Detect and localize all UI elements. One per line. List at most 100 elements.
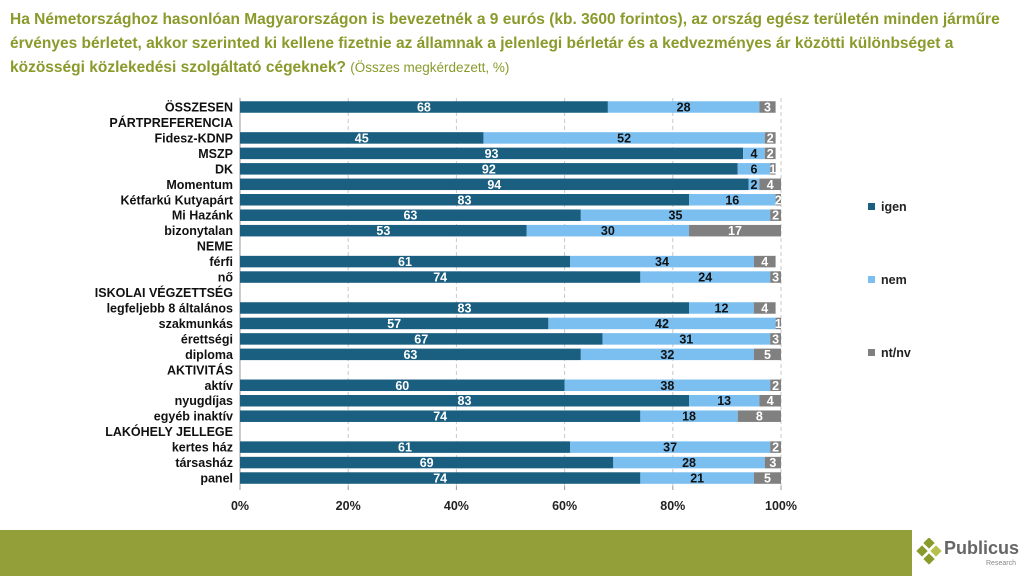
- footer-band: [0, 530, 912, 576]
- bar-nt-nv: [764, 456, 781, 469]
- logo-diamonds-icon: [916, 538, 942, 565]
- category-label: nő: [218, 271, 234, 285]
- data-label: 6: [750, 162, 757, 176]
- data-label: 35: [669, 209, 683, 223]
- bar-nt-nv: [759, 178, 781, 191]
- bar-nt-nv: [689, 224, 781, 237]
- bar-igen: [240, 271, 641, 283]
- bar-nt-nv: [764, 132, 776, 144]
- bar-igen: [240, 348, 581, 361]
- data-label: 8: [756, 410, 763, 424]
- category-label: PÁRTPREFERENCIA: [109, 115, 233, 130]
- category-label: MSZP: [198, 147, 233, 161]
- bar-nt-nv: [770, 271, 781, 283]
- data-label: 83: [458, 301, 472, 315]
- bar-nem: [607, 101, 760, 113]
- bar-nt-nv: [775, 194, 781, 206]
- bar-igen: [240, 394, 690, 407]
- data-label: 2: [750, 178, 757, 192]
- bar-nem: [748, 178, 760, 191]
- data-label: 52: [617, 131, 631, 145]
- bar-nt-nv: [770, 379, 781, 392]
- bar-igen: [240, 472, 641, 484]
- bar-nem: [570, 441, 771, 453]
- bar-nem: [564, 379, 771, 392]
- bar-nem: [602, 333, 771, 345]
- bar-nem: [570, 255, 754, 268]
- data-label: 74: [433, 410, 447, 424]
- bar-igen: [240, 209, 581, 221]
- data-label: 38: [660, 379, 674, 393]
- bar-igen: [240, 178, 749, 191]
- category-label: társasház: [175, 456, 233, 470]
- data-label: 2: [767, 147, 774, 161]
- logo-name: Publicus: [944, 538, 1020, 558]
- x-tick-label: 80%: [660, 499, 685, 513]
- bar-nem: [613, 456, 765, 469]
- category-label: LAKÓHELY JELLEGE: [105, 424, 233, 439]
- data-label: 53: [376, 224, 390, 238]
- stacked-bar-chart: 0% 20% 40% 60% 80% 100%ÖSSZESEN 68 28 3PÁRTPREFE…: [95, 98, 911, 513]
- bar-nem: [689, 394, 760, 407]
- bar-nem: [640, 472, 754, 484]
- data-label: 3: [764, 101, 771, 115]
- bar-nem: [526, 224, 690, 237]
- data-label: 1: [775, 317, 782, 331]
- bar-igen: [240, 379, 565, 392]
- publicus-logo: Publicus Research: [916, 536, 1024, 572]
- data-label: 28: [682, 456, 696, 470]
- data-label: 60: [395, 379, 409, 393]
- category-label: ÖSSZESEN: [165, 100, 233, 115]
- data-label: 3: [772, 332, 779, 346]
- bar-nem: [548, 317, 776, 330]
- data-label: 83: [458, 394, 472, 408]
- data-label: 13: [717, 394, 731, 408]
- bar-nt-nv: [764, 147, 776, 160]
- bar-nt-nv: [770, 209, 781, 221]
- data-label: 37: [663, 441, 677, 455]
- legend-swatch: [868, 276, 875, 283]
- data-label: 30: [601, 224, 615, 238]
- bar-igen: [240, 101, 608, 113]
- data-label: 4: [767, 178, 774, 192]
- bar-igen: [240, 410, 641, 422]
- bar-nem: [737, 163, 771, 175]
- data-label: 2: [772, 441, 779, 455]
- category-label: érettségi: [181, 332, 233, 346]
- category-label: ISKOLAI VÉGZETTSÉG: [95, 285, 233, 300]
- x-tick-label: 100%: [765, 499, 797, 513]
- data-label: 4: [767, 394, 774, 408]
- data-label: 74: [433, 271, 447, 285]
- category-label: aktív: [205, 379, 234, 393]
- data-label: 21: [690, 472, 704, 486]
- data-label: 16: [725, 193, 739, 207]
- data-label: 31: [679, 332, 693, 346]
- bar-nt-nv: [753, 255, 776, 268]
- bar-nem: [483, 132, 765, 144]
- bar-igen: [240, 132, 484, 144]
- bar-igen: [240, 317, 549, 330]
- bar-nt-nv: [753, 302, 776, 314]
- bar-nt-nv: [770, 441, 781, 453]
- x-tick-label: 20%: [336, 499, 361, 513]
- legend-label: igen: [881, 200, 907, 214]
- data-label: 3: [772, 271, 779, 285]
- data-label: 92: [482, 162, 496, 176]
- bar-igen: [240, 163, 738, 175]
- category-label: bizonytalan: [164, 224, 233, 238]
- data-label: 2: [772, 379, 779, 393]
- bar-nem: [580, 348, 754, 361]
- data-label: 3: [769, 456, 776, 470]
- category-label: NEME: [197, 240, 233, 254]
- bar-nt-nv: [759, 101, 776, 113]
- data-label: 93: [485, 147, 499, 161]
- bar-igen: [240, 333, 603, 345]
- category-label: legfeljebb 8 általános: [107, 301, 233, 315]
- bar-igen: [240, 194, 690, 206]
- bar-nt-nv: [759, 394, 781, 407]
- bar-igen: [240, 147, 744, 160]
- data-label: 5: [764, 472, 771, 486]
- x-tick-label: 60%: [552, 499, 577, 513]
- title-question: Ha Németországhoz hasonlóan Magyarország…: [10, 11, 1000, 76]
- category-label: AKTIVITÁS: [167, 362, 233, 377]
